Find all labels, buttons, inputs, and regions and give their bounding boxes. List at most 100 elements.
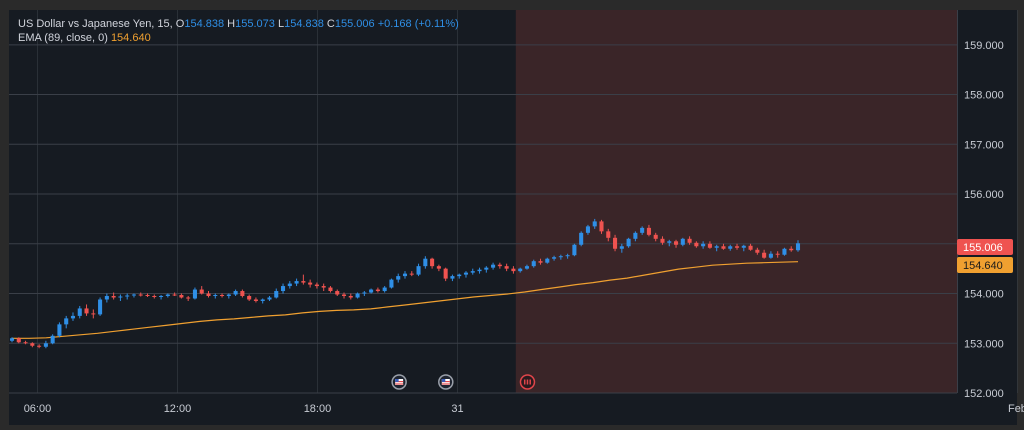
candle-body	[402, 273, 408, 277]
candle-body	[389, 279, 394, 288]
candle-body	[606, 231, 611, 238]
candle-body	[159, 296, 164, 298]
candle-body	[755, 249, 760, 253]
high-label: H	[227, 18, 236, 30]
candle-body	[30, 343, 35, 346]
candle-body	[138, 294, 143, 296]
candle-body	[789, 248, 794, 251]
price-label-text: 155.006	[963, 242, 1003, 254]
symbol-legend[interactable]: US Dollar vs Japanese Yen, 15, O154.838 …	[18, 18, 459, 30]
candle-body	[287, 283, 292, 287]
candle-body	[463, 272, 469, 275]
candle-body	[294, 281, 299, 284]
close-label: C	[326, 18, 335, 30]
price-tick-label: 159.000	[964, 40, 1004, 52]
ema-legend-value: 154.640	[110, 32, 151, 44]
candle-body	[111, 296, 116, 298]
candle-body	[57, 324, 62, 336]
candle-body	[667, 241, 672, 243]
candle-body	[308, 282, 313, 285]
candle-body	[274, 291, 279, 298]
candle-body	[768, 253, 773, 258]
candle-body	[199, 289, 204, 294]
symbol-name[interactable]: US Dollar vs Japanese Yen, 15,	[18, 18, 173, 30]
price-tick-label: 157.000	[964, 139, 1004, 151]
us-flag-event-icon[interactable]	[391, 374, 407, 390]
candle-body	[375, 289, 380, 292]
candle-body	[680, 238, 685, 245]
candle-body	[795, 243, 801, 251]
candle-body	[552, 257, 557, 259]
economic-event-icon[interactable]	[519, 374, 536, 390]
candle-body	[341, 294, 347, 297]
session-shade	[515, 10, 957, 393]
candle-body	[660, 238, 665, 243]
candle-body	[585, 226, 590, 233]
candle-body	[782, 248, 787, 255]
candle-body	[253, 299, 258, 301]
time-tick-label: 31	[451, 403, 463, 415]
candle-body	[714, 246, 719, 248]
time-axis-background[interactable]	[9, 393, 1017, 425]
ema-legend-label[interactable]: EMA (89, close, 0)	[18, 32, 108, 44]
candle-body	[396, 276, 401, 280]
candle-body	[233, 291, 238, 295]
candle-body	[64, 318, 69, 325]
price-tick-label: 158.000	[964, 90, 1004, 102]
candle-body	[179, 295, 184, 298]
candle-body	[484, 267, 489, 270]
candle-body	[545, 258, 550, 263]
candle-body	[430, 258, 435, 267]
candle-body	[707, 243, 712, 248]
candle-body	[9, 338, 15, 341]
candle-body	[701, 243, 706, 247]
price-tick-label: 153.000	[964, 338, 1004, 350]
candle-body	[613, 237, 618, 249]
candle-body	[369, 289, 374, 293]
candle-body	[77, 308, 82, 316]
us-flag-event-icon[interactable]	[438, 374, 454, 390]
candle-body	[50, 335, 55, 344]
price-tick-label: 156.000	[964, 189, 1004, 201]
low-label: L	[277, 18, 285, 30]
candle-body	[565, 255, 570, 257]
high-value: 155.073	[235, 18, 275, 30]
candle-body	[206, 293, 211, 297]
candle-body	[23, 342, 28, 344]
event-markers[interactable]	[391, 374, 1024, 390]
price-axis-background[interactable]	[957, 10, 1017, 393]
candle-body	[762, 252, 767, 258]
candle-body	[37, 345, 42, 347]
price-label-box	[957, 239, 1013, 255]
ema-legend[interactable]: EMA (89, close, 0) 154.640	[18, 32, 151, 44]
candle-body	[267, 297, 272, 300]
candle-body	[748, 245, 753, 250]
candle-body	[165, 294, 170, 297]
candle-body	[477, 269, 482, 272]
price-tick-label: 154.000	[964, 289, 1004, 301]
candle-body	[362, 292, 367, 294]
candle-body	[98, 299, 103, 315]
candle-body	[220, 295, 225, 297]
candle-body	[491, 264, 496, 268]
candle-body	[497, 264, 502, 267]
candle-body	[104, 296, 109, 300]
candle-body	[335, 291, 340, 295]
ema-label-box	[957, 257, 1013, 273]
ema-line	[12, 261, 799, 339]
price-axis[interactable]: 159.000158.000157.000156.000155.000154.0…	[964, 40, 1004, 400]
candle-body	[524, 266, 529, 269]
candle-body	[118, 296, 123, 298]
candle-body	[775, 253, 780, 255]
candle-body	[619, 246, 624, 249]
candle-body	[125, 295, 130, 297]
candle-body	[314, 284, 319, 287]
candle-body	[504, 266, 509, 269]
candle-body	[558, 256, 563, 258]
candle-body	[674, 241, 679, 245]
session-shading	[515, 10, 957, 393]
candle-body	[382, 287, 387, 292]
candle-body	[152, 296, 157, 298]
